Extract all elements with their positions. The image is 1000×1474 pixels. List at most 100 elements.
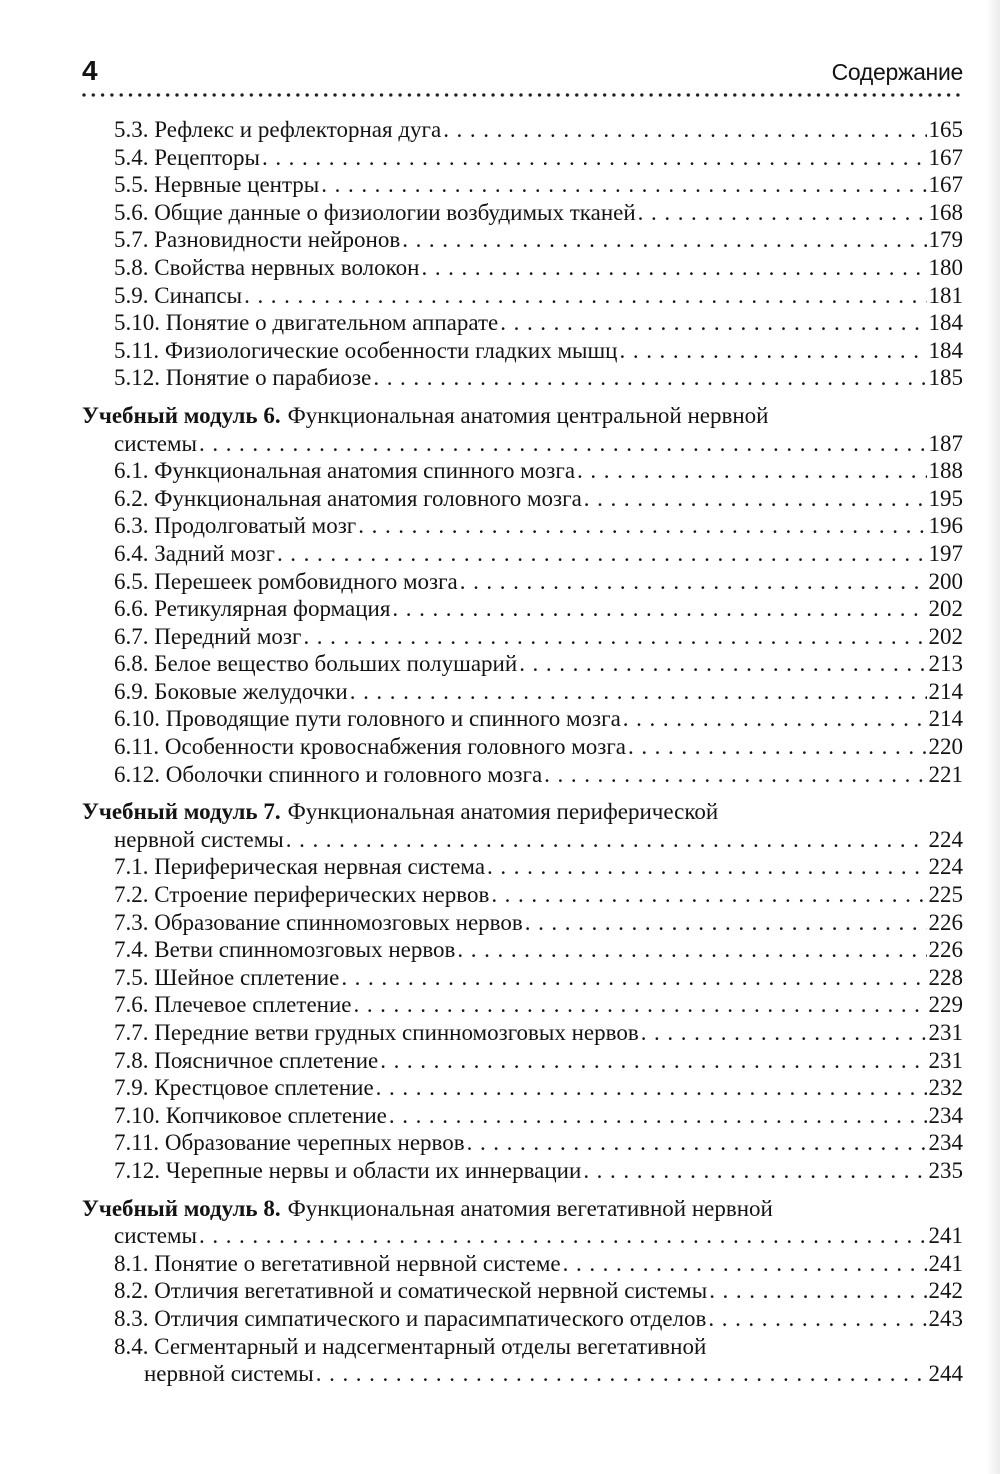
entry-title: Функциональная анатомия периферической [287, 799, 719, 825]
toc-entry: 8.2. Отличия вегетативной и соматической… [82, 1277, 963, 1305]
entry-title: 5.4. Рецепторы [114, 144, 260, 170]
entry-title: нервной системы [114, 826, 284, 852]
entry-page-number: 243 [928, 1305, 964, 1331]
entry-page-number: 188 [928, 458, 964, 484]
entry-page-number: 228 [928, 964, 964, 990]
entry-title: 5.5. Нервные центры [114, 172, 320, 198]
toc-entry: 7.2. Строение периферических нервов 225 [82, 881, 963, 909]
entry-page-number: 214 [928, 678, 964, 704]
toc-entry: 6.8. Белое вещество больших полушарий 21… [82, 650, 963, 678]
entry-page-number: 235 [928, 1157, 964, 1183]
toc-entry: 6.10. Проводящие пути головного и спинно… [82, 705, 963, 733]
toc-entry: 6.7. Передний мозг 202 [82, 623, 963, 651]
toc-entry: 6.5. Перешеек ромбовидного мозга 200 [82, 568, 963, 596]
entry-page-number: 200 [928, 568, 964, 594]
dot-leader [544, 761, 926, 789]
entry-page-number: 187 [928, 430, 964, 456]
entry-title: 7.11. Образование черепных нервов [114, 1130, 465, 1156]
entry-title: 7.3. Образование спинномозговых нервов [114, 909, 523, 935]
dot-leader [353, 991, 926, 1019]
dot-leader [303, 623, 926, 651]
toc-entry: 6.11. Особенности кровоснабжения головно… [82, 733, 963, 761]
entry-page-number: 221 [928, 761, 964, 787]
entry-page-number: 165 [928, 117, 964, 142]
dot-leader [457, 936, 926, 964]
dot-leader [641, 1019, 927, 1047]
dot-leader [577, 457, 926, 485]
entry-title: 6.2. Функциональная анатомия головного м… [114, 485, 582, 511]
entry-page-number: 226 [928, 909, 964, 935]
entry-page-number: 202 [928, 596, 964, 622]
entry-title: 7.8. Поясничное сплетение [114, 1047, 379, 1073]
entry-title: 6.12. Оболочки спинного и головного мозг… [114, 761, 543, 787]
entry-title: 5.11. Физиологические особенности гладки… [114, 337, 618, 363]
entry-title: 6.11. Особенности кровоснабжения головно… [114, 734, 626, 760]
toc-entry: 7.11. Образование черепных нервов 234 [82, 1129, 963, 1157]
entry-title: 8.1. Понятие о вегетативной нервной сист… [114, 1250, 561, 1276]
toc-entry: 6.9. Боковые желудочки 214 [82, 678, 963, 706]
entry-title: 7.4. Ветви спинномозговых нервов [114, 937, 456, 963]
running-head: 4 Содержание [82, 56, 963, 86]
dot-leader [341, 964, 926, 992]
entry-page-number: 242 [928, 1278, 964, 1304]
entry-title: 6.4. Задний мозг [114, 540, 275, 566]
entry-page-number: 224 [928, 826, 964, 852]
entry-title: 7.12. Черепные нервы и области их иннерв… [114, 1157, 582, 1183]
entry-title: 6.8. Белое вещество больших полушарий [114, 651, 518, 677]
entry-page-number: 241 [928, 1250, 964, 1276]
entry-page-number: 234 [928, 1130, 964, 1156]
entry-title: 7.2. Строение периферических нервов [114, 882, 490, 908]
dot-leader [244, 282, 926, 310]
toc-entry: 8.4. Сегментарный и надсегментарный отде… [82, 1333, 963, 1361]
entry-title: 5.3. Рефлекс и рефлекторная дуга [114, 117, 442, 142]
entry-title: 5.12. Понятие о парабиозе [114, 365, 372, 391]
entry-title: 7.7. Передние ветви грудных спинномозгов… [114, 1020, 639, 1045]
entry-title: 8.4. Сегментарный и надсегментарный отде… [114, 1333, 707, 1359]
toc-entry: 7.9. Крестцовое сплетение 232 [82, 1074, 963, 1102]
entry-title: 5.8. Свойства нервных волокон [114, 254, 420, 280]
entry-title: 7.5. Шейное сплетение [114, 964, 340, 990]
dot-leader [467, 1129, 927, 1157]
dot-leader [584, 485, 927, 513]
dot-leader [519, 650, 926, 678]
entry-title: 5.10. Понятие о двигательном аппарате [114, 310, 499, 336]
entry-page-number: 168 [928, 199, 964, 225]
toc-entry: 5.9. Синапсы 181 [82, 282, 963, 310]
toc-entry: 6.6. Ретикулярная формация 202 [82, 595, 963, 623]
toc-entry: системы 187 [82, 430, 963, 458]
toc-entry: 7.3. Образование спинномозговых нервов 2… [82, 909, 963, 937]
entry-page-number: 167 [928, 172, 964, 198]
entry-page-number: 231 [928, 1020, 964, 1045]
dot-leader [316, 1360, 927, 1388]
toc-entry: 7.8. Поясничное сплетение 231 [82, 1047, 963, 1075]
toc-entry: Учебный модуль 7. Функциональная анатоми… [82, 798, 963, 826]
table-of-contents: 5.3. Рефлекс и рефлекторная дуга 165 5.4… [82, 116, 963, 1388]
toc-entry: системы 241 [82, 1222, 963, 1250]
toc-entry: 7.4. Ветви спинномозговых нервов 226 [82, 936, 963, 964]
entry-title: 6.6. Ретикулярная формация [114, 596, 391, 622]
entry-page-number: 226 [928, 937, 964, 963]
entry-title: 5.9. Синапсы [114, 282, 243, 308]
dot-leader [358, 512, 926, 540]
entry-title: 7.10. Копчиковое сплетение [114, 1102, 387, 1128]
dot-leader [623, 705, 927, 733]
toc-entry: 5.11. Физиологические особенности гладки… [82, 337, 963, 365]
toc-entry: 7.7. Передние ветви грудных спинномозгов… [82, 1019, 963, 1047]
toc-entry: 5.4. Рецепторы 167 [82, 144, 963, 172]
toc-entry: 5.8. Свойства нервных волокон 180 [82, 254, 963, 282]
toc-entry: 5.6. Общие данные о физиологии возбудимы… [82, 199, 963, 227]
entry-title: системы [114, 1223, 197, 1249]
toc-entry: 6.12. Оболочки спинного и головного мозг… [82, 761, 963, 789]
toc-entry: Учебный модуль 6. Функциональная анатоми… [82, 402, 963, 430]
toc-entry: 5.5. Нервные центры 167 [82, 171, 963, 199]
entry-page-number: 225 [928, 882, 964, 908]
entry-page-number: 202 [928, 623, 964, 649]
dot-leader [583, 1157, 926, 1185]
toc-entry: 8.1. Понятие о вегетативной нервной сист… [82, 1250, 963, 1278]
toc-entry: 5.7. Разновидности нейронов 179 [82, 226, 963, 254]
entry-title: 7.6. Плечевое сплетение [114, 992, 352, 1018]
entry-page-number: 184 [928, 337, 964, 363]
dot-leader [262, 144, 927, 172]
dot-leader [443, 116, 926, 144]
entry-page-number: 185 [928, 365, 964, 391]
